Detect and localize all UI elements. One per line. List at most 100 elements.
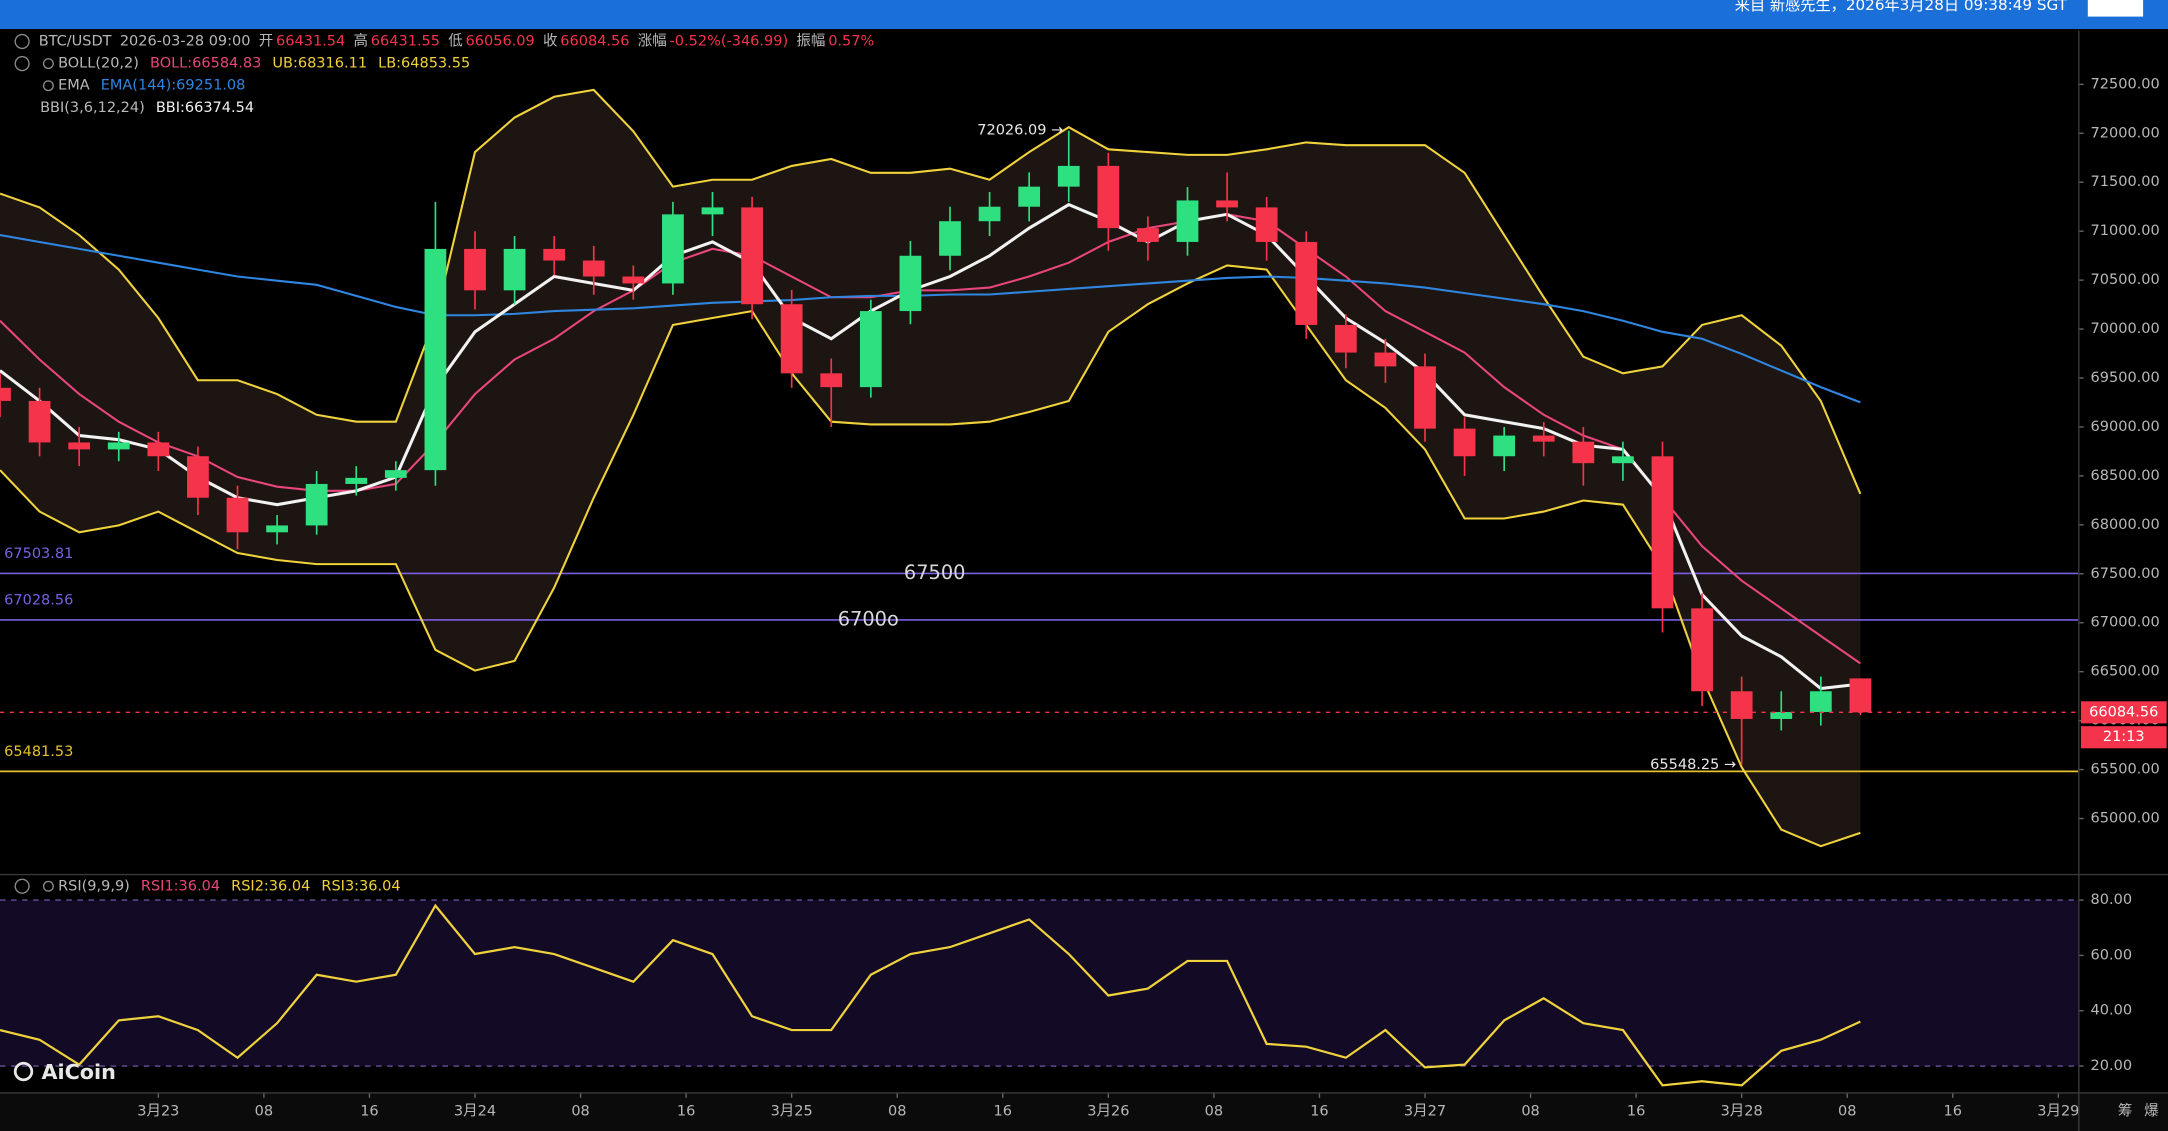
countdown-box [2080,726,2167,749]
candle-body [1057,165,1080,187]
x-tick-label: 3月23 [137,1104,179,1120]
side-tab[interactable]: 筹 [2118,1103,2133,1120]
x-tick-label: 3月29 [2037,1104,2079,1120]
candle-body [384,470,407,478]
candle-body [147,442,170,457]
y-tick-label: 68000.00 [2091,517,2160,533]
x-axis-area [0,1092,2168,1131]
line-layer [0,88,1862,1087]
y-tick-label: 69500.00 [2091,370,2160,386]
candle-body [1255,207,1278,242]
candle-body [1691,608,1713,692]
candle-body [780,304,803,374]
bell-icon[interactable] [42,58,54,70]
legend-text: RSI3:36.04 [321,878,400,894]
x-tick-label: 16 [1627,1104,1645,1120]
toggle-icon[interactable] [14,55,30,72]
y-tick-label: 66500.00 [2091,664,2160,680]
y-tick-label: 72500.00 [2091,76,2160,92]
candle-body [28,400,51,443]
y-tick-label: 70000.00 [2091,321,2160,337]
x-tick-label: 16 [360,1104,378,1120]
extreme-annotation: 65548.25 → [1650,757,1736,773]
rsi-line [0,903,1861,1087]
toggle-icon[interactable] [14,33,30,50]
candle-body [543,248,566,261]
level-label: 65481.53 [4,744,73,760]
candle-body [1334,324,1357,353]
x-tick-label: 16 [677,1104,695,1120]
level-note: 6700o [838,607,899,630]
legend-text: BBI(3,6,12,24) [40,100,145,116]
legend-text: BTC/USDT [39,33,112,49]
legend-text: 0.57% [828,33,874,49]
rsi-y-tick-label: 40.00 [2091,1003,2133,1019]
x-tick-label: 16 [1310,1104,1328,1120]
y-tick-label: 67500.00 [2091,566,2160,582]
indicator-line [0,88,1862,495]
candle-body [1572,441,1595,464]
toggle-icon[interactable] [14,878,30,894]
legend-text: 66084.56 [560,33,629,49]
side-tab[interactable]: 爆 [2144,1103,2159,1120]
legend-text: -0.52%(-346.99) [670,33,789,49]
x-tick-label: 08 [1205,1104,1223,1120]
candle-body [1414,366,1436,429]
bell-icon[interactable] [42,80,54,92]
candle-body [1493,435,1516,457]
level-label: 67028.56 [4,593,73,609]
candle-body [741,207,763,305]
candle-body [107,442,130,450]
candle-body [939,221,961,256]
candle-body [1295,241,1318,325]
indicator-line [0,264,1861,848]
legend-text: UB:68316.11 [272,56,367,72]
candle-body [345,477,368,484]
banner-text: 来自 新感先生，2026年3月28日 09:38:49 SGT [1735,0,2068,14]
legend-text: RSI1:36.04 [141,878,220,894]
candle-body [899,255,922,312]
candle-layer [0,130,1872,765]
x-tick-label: 3月24 [454,1104,496,1120]
legend-text: 开 [259,33,274,49]
candle-body [305,483,328,526]
last-price-label: 66084.56 [2089,704,2158,720]
y-tick-label: 71000.00 [2091,223,2160,239]
quote-header: BTC/USDT 2026-03-28 09:00 开 66431.54 高 66431.… [39,32,875,49]
level-note: 67500 [904,561,966,584]
rsi-y-tick-label: 80.00 [2091,892,2133,908]
candle-body [503,248,526,291]
candle-body [1453,428,1476,457]
candle-body [1374,352,1397,367]
legend-text: 2026-03-28 09:00 [120,33,251,49]
bell-icon[interactable] [42,880,54,892]
legend-text: RSI(9,9,9) [58,878,130,894]
legend-text: BOLL(20,2) [58,56,139,72]
y-tick-label: 70500.00 [2091,272,2160,288]
rsi-legend: RSI(9,9,9) RSI1:36.04 RSI2:36.04 RSI3:36.04 [58,878,401,894]
x-tick-label: 08 [571,1104,589,1120]
x-tick-label: 16 [1944,1104,1962,1120]
candle-body [1532,435,1555,442]
candle-body [424,248,447,471]
candle-body [859,311,882,388]
x-tick-label: 08 [255,1104,273,1120]
legend-text: EMA [58,78,90,94]
qr-icon [2087,0,2144,17]
legend-text: BBI:66374.54 [156,100,254,116]
candle-body [464,248,486,291]
rsi-band [0,900,2079,1067]
legend-text: BOLL:66584.83 [150,56,261,72]
candle-body [1612,456,1634,464]
indicator-legend: EMA EMA(144):69251.08 [58,78,245,94]
candle-body [1137,228,1159,242]
x-tick-label: 08 [888,1104,906,1120]
y-tick-label: 67000.00 [2091,615,2160,631]
candle-body [1770,712,1793,719]
legend-text: LB:64853.55 [378,56,470,72]
watermark: AiCoin [41,1060,115,1084]
y-tick-label: 68500.00 [2091,468,2160,484]
x-tick-label: 3月28 [1721,1104,1763,1120]
legend-text: 66431.55 [371,33,440,49]
